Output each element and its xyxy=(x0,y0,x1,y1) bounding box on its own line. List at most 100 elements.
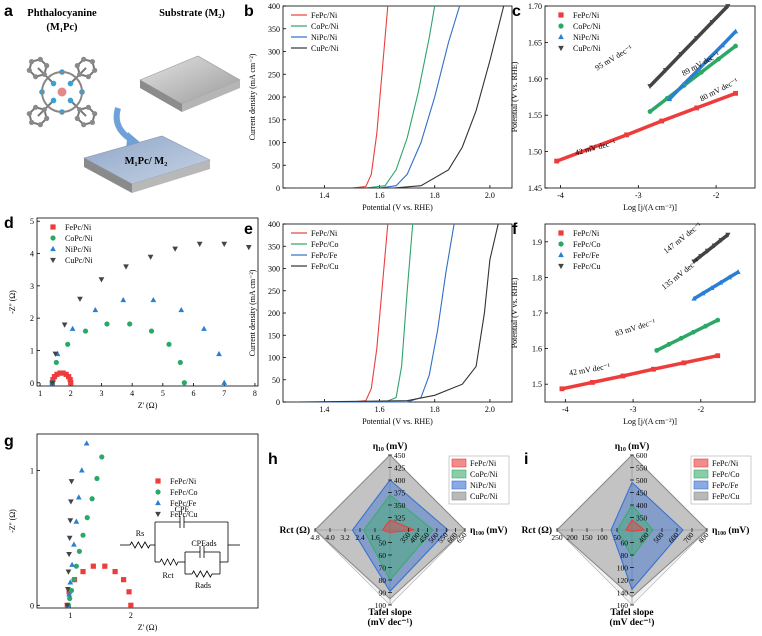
y-axis-label: -Z'' (Ω) xyxy=(8,290,17,314)
x-tick-label: 1 xyxy=(38,389,42,398)
x-tick-label: 2.0 xyxy=(485,191,495,200)
composite-side xyxy=(132,160,210,193)
nitrogen xyxy=(67,80,74,87)
molecule-title: (M₁Pc) xyxy=(46,22,78,33)
marker xyxy=(65,569,72,575)
marker xyxy=(245,244,252,251)
marker xyxy=(698,254,704,259)
x-tick-label: 2.0 xyxy=(485,405,495,414)
y-tick-label: 50 xyxy=(272,376,280,385)
marker xyxy=(61,322,68,328)
legend-label: CoPc/Ni xyxy=(65,234,93,243)
legend-swatch xyxy=(50,257,56,264)
radar-tick-label: 4.0 xyxy=(325,533,335,542)
marker xyxy=(733,43,738,49)
x-tick-label: 1.4 xyxy=(319,191,329,200)
x-tick-label: 1.4 xyxy=(319,405,329,414)
marker xyxy=(66,374,72,380)
y-tick-label: 300 xyxy=(268,265,280,274)
metal-center xyxy=(57,87,67,97)
marker xyxy=(694,36,700,41)
radar-tick-label: 70 xyxy=(379,564,387,573)
marker xyxy=(196,241,203,247)
radar-tick-label: 350 xyxy=(394,501,406,510)
x-tick-label: 1.8 xyxy=(430,191,440,200)
radar-tick-label: 60 xyxy=(621,539,629,548)
marker xyxy=(711,243,717,249)
resistor xyxy=(191,570,213,578)
radar-tick-label: 250 xyxy=(551,533,563,542)
legend-label: NiPc/Ni xyxy=(573,33,600,42)
circuit-label: CPE xyxy=(175,505,190,514)
radar-axis-title: (mV dec⁻¹) xyxy=(368,617,413,628)
marker xyxy=(76,548,82,554)
marker xyxy=(94,475,100,482)
marker xyxy=(681,360,687,366)
series-line xyxy=(561,353,719,391)
radar-tick-label: 140 xyxy=(617,589,629,598)
radar-axis-title: η₁₀₀ (mV) xyxy=(470,525,507,536)
legend-swatch xyxy=(155,489,161,495)
atom xyxy=(33,74,39,80)
legend-label: FePc/Ni xyxy=(573,229,600,238)
marker xyxy=(725,232,731,238)
marker xyxy=(67,518,74,524)
marker xyxy=(90,563,96,569)
y-tick-label: 3 xyxy=(30,282,34,291)
marker xyxy=(216,350,222,357)
legend-swatch xyxy=(558,241,564,247)
marker xyxy=(725,4,731,9)
atom xyxy=(44,63,50,69)
x-tick-label: 8 xyxy=(253,389,257,398)
marker xyxy=(98,277,105,283)
marker xyxy=(201,325,207,331)
marker xyxy=(68,499,74,505)
marker xyxy=(80,568,86,575)
atom xyxy=(29,119,35,125)
marker xyxy=(68,479,75,485)
marker xyxy=(732,28,739,34)
x-axis-label: Log [j/(A cm⁻²)] xyxy=(623,203,677,212)
y-tick-label: 1.65 xyxy=(528,38,542,47)
marker xyxy=(719,42,725,48)
radar-tick-label: 80 xyxy=(621,551,629,560)
annotation: 147 mV dec⁻¹ xyxy=(662,220,704,256)
y-tick-label: 350 xyxy=(268,242,280,251)
marker xyxy=(590,380,595,385)
marker xyxy=(52,351,59,357)
x-tick-label: -2 xyxy=(697,405,704,414)
marker xyxy=(704,248,711,254)
radar-tick-label: 60 xyxy=(379,551,387,560)
marker xyxy=(554,158,560,164)
series-line xyxy=(296,223,455,403)
series-line xyxy=(668,30,737,101)
marker xyxy=(150,296,157,303)
x-tick-label: 6 xyxy=(192,389,196,398)
atom xyxy=(77,107,83,113)
marker xyxy=(715,317,721,323)
marker xyxy=(128,602,134,608)
legend-label: FePc/Fe xyxy=(311,251,338,260)
marker xyxy=(99,454,105,460)
panel-letter: g xyxy=(4,433,14,450)
molecule-model xyxy=(26,56,98,128)
panel-letter: a xyxy=(4,3,13,20)
annotation: 83 mV dec⁻¹ xyxy=(614,317,657,338)
marker xyxy=(624,132,630,138)
panel-letter: b xyxy=(244,3,254,20)
radar-tick-label: 400 xyxy=(394,476,406,485)
nitrogen xyxy=(50,97,57,104)
marker xyxy=(77,296,83,302)
radar-tick-label: 160 xyxy=(617,601,629,610)
y-tick-label: 350 xyxy=(268,25,280,34)
atom xyxy=(26,111,32,117)
radar-tick-label: 50 xyxy=(613,533,621,542)
marker xyxy=(104,321,110,327)
legend-label: CuPc/Ni xyxy=(470,492,498,501)
marker xyxy=(68,380,74,386)
legend-label: FePc/Fe xyxy=(712,481,739,490)
radar-tick-label: 80 xyxy=(379,576,387,585)
series-group xyxy=(556,4,737,163)
legend-label: FePc/Ni xyxy=(311,11,338,20)
